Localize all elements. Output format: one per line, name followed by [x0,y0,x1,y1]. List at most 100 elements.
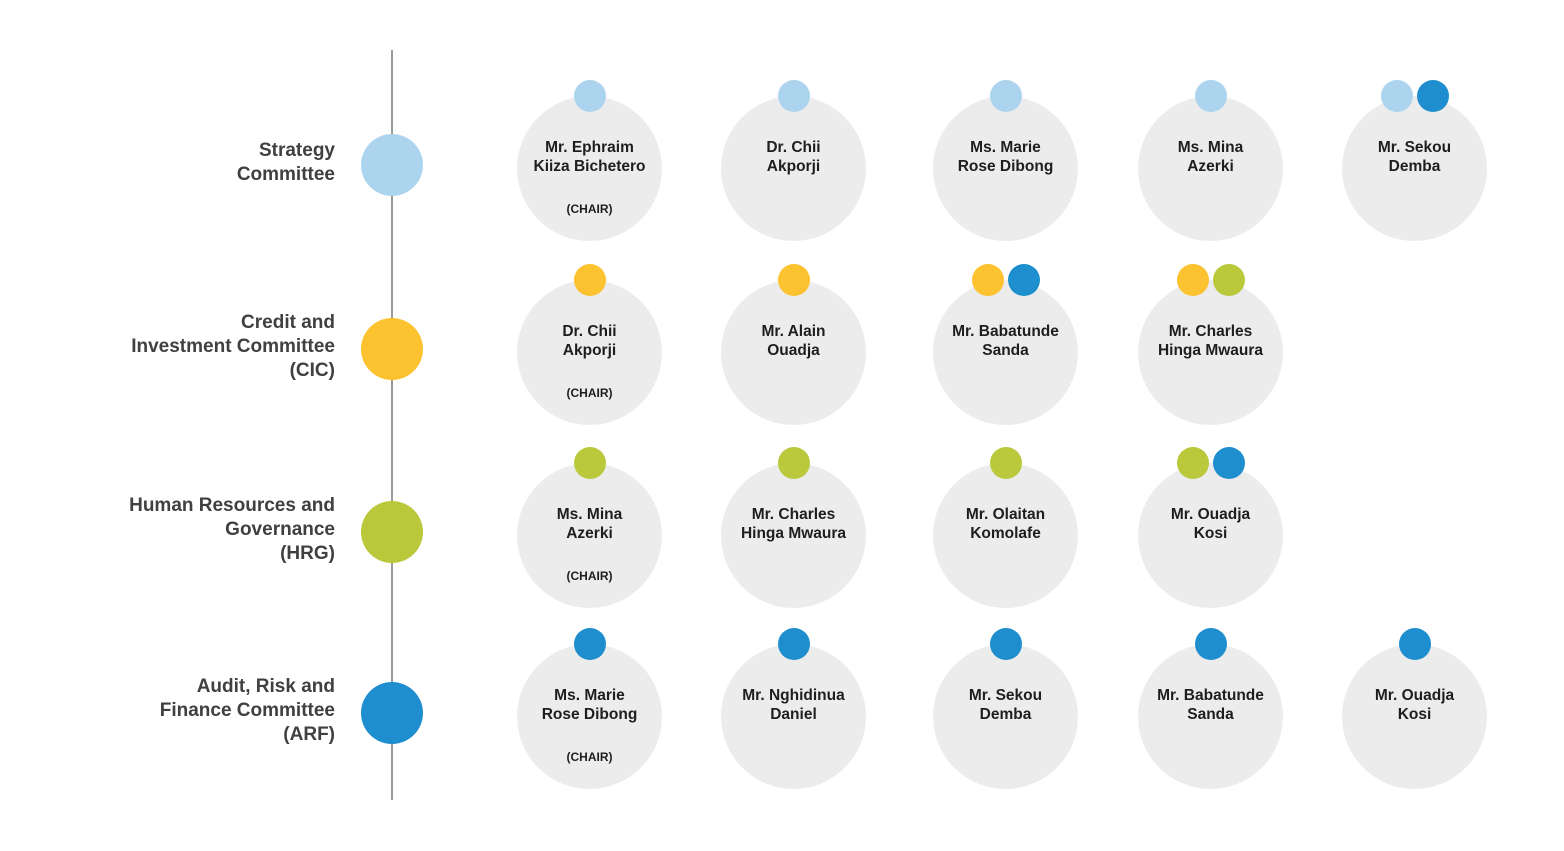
member-name-line: Ms. Mina [556,506,623,523]
membership-tags [517,447,662,481]
member-name-line: Hinga Mwaura [740,525,847,542]
committee-dot-strategy [361,134,423,196]
membership-tags [721,447,866,481]
membership-dot-strategy [777,80,810,112]
membership-dot-arf [1007,264,1040,296]
membership-dot-cic [971,264,1004,296]
membership-tags [933,628,1078,662]
member-circle: Mr. Olaitan Komolafe [933,447,1078,608]
member-circle: Ms. Marie Rose Dibong (CHAIR) [517,628,662,789]
committee-label-line: Governance [225,519,335,540]
membership-dot-hrg [777,447,810,479]
committee-label-hrg: Human Resources and Governance (HRG) [35,494,335,566]
member-name: Ms. Marie Rose Dibong [517,686,662,724]
membership-dot-arf [1398,628,1431,660]
member-name: Ms. Marie Rose Dibong [933,138,1078,176]
committee-dot-cic [361,318,423,380]
committee-label-line: Committee [236,164,335,185]
committee-label-line: (CIC) [289,360,335,381]
member-name-line: Hinga Mwaura [1157,342,1264,359]
membership-tags [1138,628,1283,662]
member-name-line: Akporji [766,158,821,175]
member-circle: Dr. Chii Akporji [721,80,866,241]
member-name: Mr. Olaitan Komolafe [933,505,1078,543]
member-name-line: Sanda [982,342,1029,359]
member-circle: Mr. Babatunde Sanda [933,264,1078,425]
member-name-line: Demba [1388,158,1441,175]
committee-label-line: (ARF) [283,724,335,745]
member-name: Ms. Mina Azerki [517,505,662,543]
membership-dot-arf [1212,447,1245,479]
member-circle: Mr. Ephraim Kiiza Bichetero (CHAIR) [517,80,662,241]
member-circle: Mr. Charles Hinga Mwaura [721,447,866,608]
member-name-line: Mr. Ouadja [1374,687,1455,704]
member-name-line: Rose Dibong [541,706,638,723]
member-circle: Mr. Charles Hinga Mwaura [1138,264,1283,425]
member-name-line: Mr. Nghidinua [742,687,845,704]
membership-dot-arf [777,628,810,660]
membership-tags [933,264,1078,298]
membership-tags [517,80,662,114]
member-name: Dr. Chii Akporji [517,322,662,360]
member-name: Ms. Mina Azerki [1138,138,1283,176]
membership-tags [1138,264,1283,298]
member-name: Mr. Sekou Demba [933,686,1078,724]
membership-tags [1342,80,1487,114]
committee-dot-arf [361,682,423,744]
member-name: Mr. Babatunde Sanda [1138,686,1283,724]
member-name-line: Mr. Charles [751,506,836,523]
membership-tags [1138,447,1283,481]
member-name-line: Sanda [1187,706,1234,723]
member-name-line: Ms. Marie [554,687,625,704]
member-name-line: Kosi [1193,525,1228,542]
committee-label-line: Human Resources and [129,495,335,516]
member-name: Mr. Sekou Demba [1342,138,1487,176]
member-name: Dr. Chii Akporji [721,138,866,176]
member-name: Mr. Ouadja Kosi [1138,505,1283,543]
member-name-line: Ms. Mina [1177,139,1244,156]
committee-label-line: Finance Committee [159,700,335,721]
committee-label-line: Investment Committee [131,336,335,357]
membership-dot-hrg [1212,264,1245,296]
membership-tags [721,264,866,298]
committee-dot-hrg [361,501,423,563]
member-name-line: Mr. Olaitan [965,506,1046,523]
member-name-line: Mr. Sekou [968,687,1043,704]
member-circle: Ms. Mina Azerki [1138,80,1283,241]
membership-tags [1342,628,1487,662]
membership-dot-strategy [1380,80,1413,112]
member-circle: Ms. Marie Rose Dibong [933,80,1078,241]
member-name-line: Mr. Ephraim [545,139,634,156]
membership-dot-arf [989,628,1022,660]
member-name-line: Mr. Babatunde [952,323,1059,340]
member-name-line: Mr. Charles [1168,323,1253,340]
member-circle: Mr. Ouadja Kosi [1342,628,1487,789]
membership-dot-strategy [573,80,606,112]
committee-label-line: Audit, Risk and [196,676,335,697]
membership-tags [721,80,866,114]
membership-dot-hrg [989,447,1022,479]
membership-tags [933,80,1078,114]
committee-label-line: Strategy [258,140,335,161]
membership-dot-arf [1194,628,1227,660]
membership-dot-arf [1416,80,1449,112]
membership-dot-arf [573,628,606,660]
member-name: Mr. Ephraim Kiiza Bichetero [517,138,662,176]
member-name-line: Rose Dibong [957,158,1054,175]
member-name-line: Ms. Marie [970,139,1041,156]
member-circle: Ms. Mina Azerki (CHAIR) [517,447,662,608]
membership-dot-cic [777,264,810,296]
member-name: Mr. Ouadja Kosi [1342,686,1487,724]
member-name-line: Azerki [1187,158,1234,175]
member-name-line: Dr. Chii [562,323,617,340]
committee-label-line: (HRG) [280,543,335,564]
membership-dot-cic [1176,264,1209,296]
member-circle: Mr. Sekou Demba [933,628,1078,789]
member-name: Mr. Alain Ouadja [721,322,866,360]
membership-tags [721,628,866,662]
member-name-line: Ouadja [767,342,820,359]
membership-dot-strategy [1194,80,1227,112]
membership-dot-hrg [1176,447,1209,479]
member-circle: Mr. Sekou Demba [1342,80,1487,241]
committee-label-strategy: Strategy Committee [35,139,335,187]
